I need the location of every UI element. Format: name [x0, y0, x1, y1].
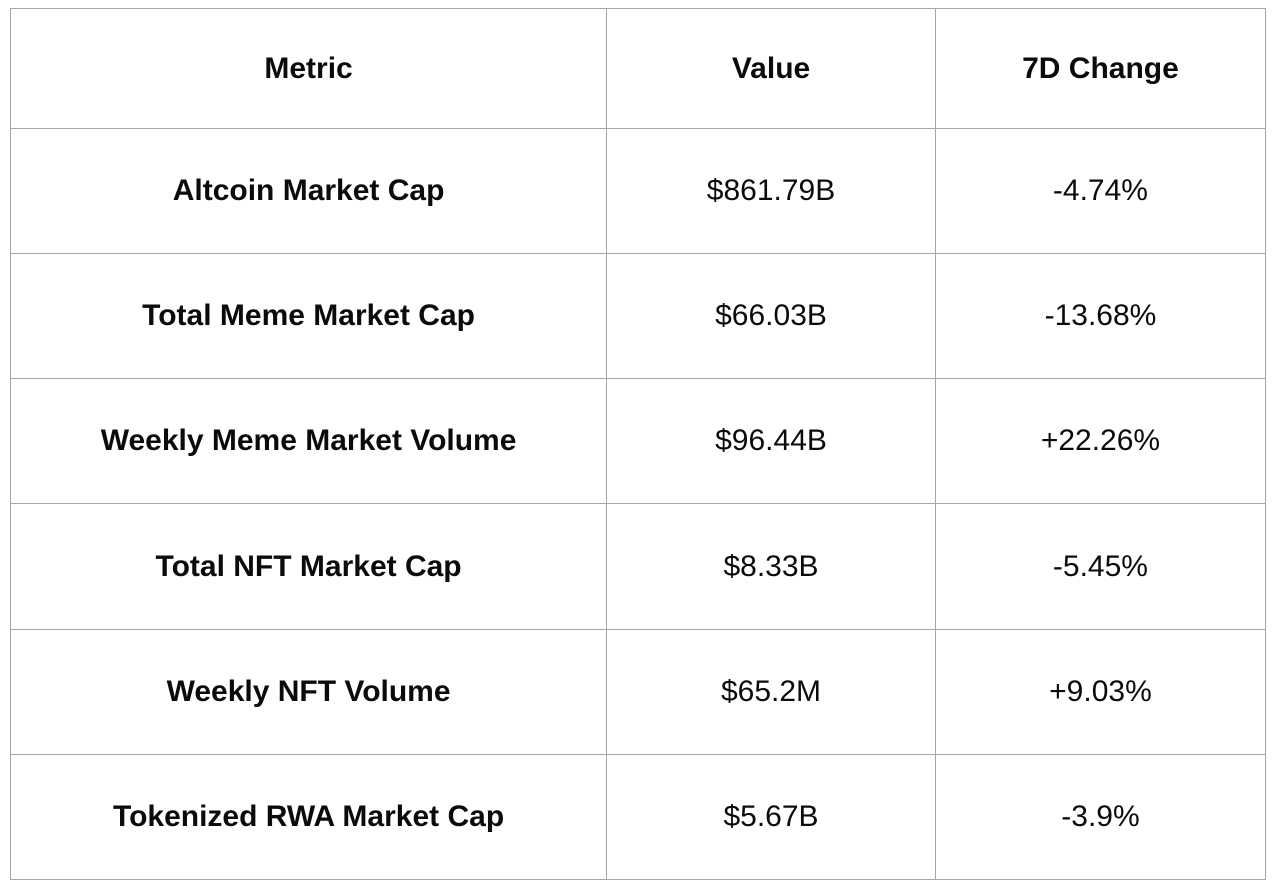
metric-cell: Weekly Meme Market Volume	[9, 378, 608, 505]
change-cell: -3.9%	[934, 753, 1267, 881]
table-row: Total NFT Market Cap $8.33B -5.45%	[9, 503, 1267, 630]
table-row: Tokenized RWA Market Cap $5.67B -3.9%	[9, 753, 1267, 881]
crypto-metrics-table: Metric Value 7D Change Altcoin Market Ca…	[9, 8, 1267, 881]
metric-cell: Total Meme Market Cap	[9, 253, 608, 380]
table-row: Total Meme Market Cap $66.03B -13.68%	[9, 253, 1267, 380]
column-header-metric: Metric	[9, 8, 608, 129]
table-row: Weekly NFT Volume $65.2M +9.03%	[9, 628, 1267, 755]
table-row: Weekly Meme Market Volume $96.44B +22.26…	[9, 378, 1267, 505]
value-cell: $66.03B	[606, 253, 936, 380]
change-cell: -5.45%	[934, 503, 1267, 630]
value-cell: $65.2M	[606, 628, 936, 755]
value-cell: $96.44B	[606, 378, 936, 505]
change-cell: +9.03%	[934, 628, 1267, 755]
metric-cell: Total NFT Market Cap	[9, 503, 608, 630]
change-cell: +22.26%	[934, 378, 1267, 505]
value-cell: $5.67B	[606, 753, 936, 881]
change-cell: -4.74%	[934, 127, 1267, 255]
value-cell: $861.79B	[606, 127, 936, 255]
column-header-7d-change: 7D Change	[934, 8, 1267, 129]
table-header-row: Metric Value 7D Change	[9, 8, 1267, 129]
change-cell: -13.68%	[934, 253, 1267, 380]
value-cell: $8.33B	[606, 503, 936, 630]
table-row: Altcoin Market Cap $861.79B -4.74%	[9, 127, 1267, 255]
metric-cell: Tokenized RWA Market Cap	[9, 753, 608, 881]
metric-cell: Altcoin Market Cap	[9, 127, 608, 255]
column-header-value: Value	[606, 8, 936, 129]
metric-cell: Weekly NFT Volume	[9, 628, 608, 755]
